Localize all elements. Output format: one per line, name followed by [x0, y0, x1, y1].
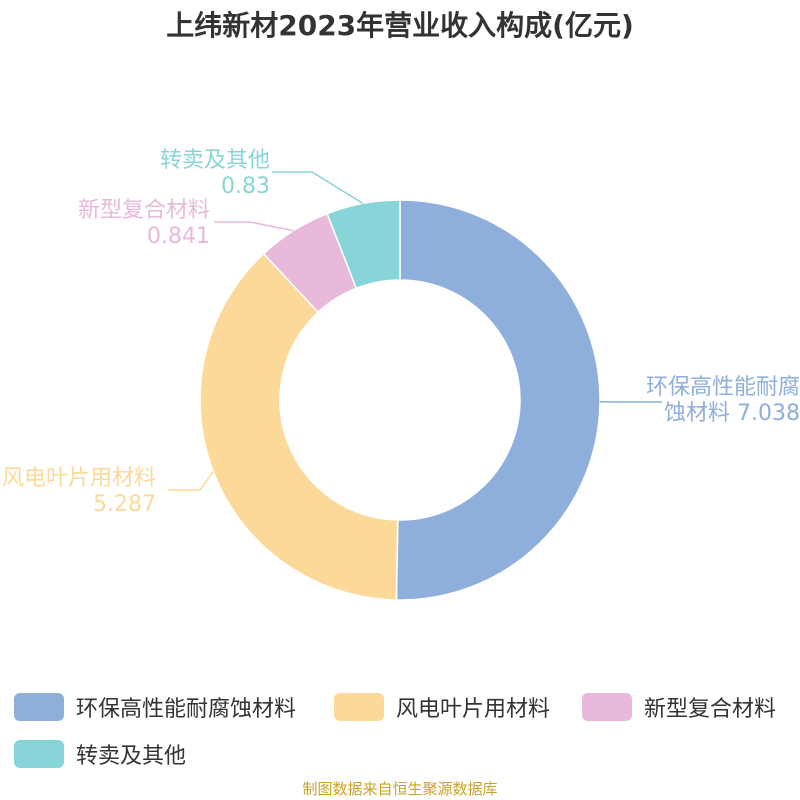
- leader-line-wind-blade-material: [168, 471, 214, 491]
- data-label-wind-blade-material-name: 风电叶片用材料: [2, 466, 156, 491]
- data-label-resale-other-name: 转卖及其他: [160, 148, 270, 173]
- data-label-new-composite-material-value: 0.841: [147, 224, 210, 249]
- chart-title: 上纬新材2023年营业收入构成(亿元): [166, 9, 634, 42]
- legend-swatch-new-composite-material: [582, 693, 632, 721]
- legend-swatch-resale-other: [14, 740, 64, 768]
- data-label-resale-other-value: 0.83: [221, 174, 270, 199]
- legend-swatch-eco-material: [14, 693, 64, 721]
- legend-item-eco-material[interactable]: 环保高性能耐腐蚀材料: [14, 691, 296, 723]
- slice-resale-other[interactable]: [326, 199, 401, 290]
- legend-item-resale-other[interactable]: 转卖及其他: [14, 738, 186, 770]
- slice-eco-material[interactable]: [395, 199, 601, 601]
- legend-label-resale-other: 转卖及其他: [76, 744, 187, 769]
- legend-item-new-composite-material[interactable]: 新型复合材料: [582, 691, 776, 723]
- data-label-wind-blade-material-value: 5.287: [93, 492, 156, 517]
- legend-label-eco-material: 环保高性能耐腐蚀材料: [76, 697, 297, 722]
- data-label-eco-material-value: 蚀材料 7.038: [664, 401, 800, 426]
- data-label-eco-material-name: 环保高性能耐腐: [646, 375, 800, 400]
- legend-swatch-wind-blade-material: [334, 693, 384, 721]
- leader-line-new-composite-material: [214, 221, 294, 232]
- leader-line-resale-other: [272, 171, 364, 205]
- slice-wind-blade-material[interactable]: [199, 252, 399, 601]
- legend-item-wind-blade-material[interactable]: 风电叶片用材料: [334, 691, 550, 723]
- data-source-note: 制图数据来自恒生聚源数据库: [302, 780, 498, 798]
- legend-label-new-composite-material: 新型复合材料: [644, 697, 777, 722]
- data-label-new-composite-material-name: 新型复合材料: [78, 198, 210, 223]
- legend-label-wind-blade-material: 风电叶片用材料: [396, 697, 551, 722]
